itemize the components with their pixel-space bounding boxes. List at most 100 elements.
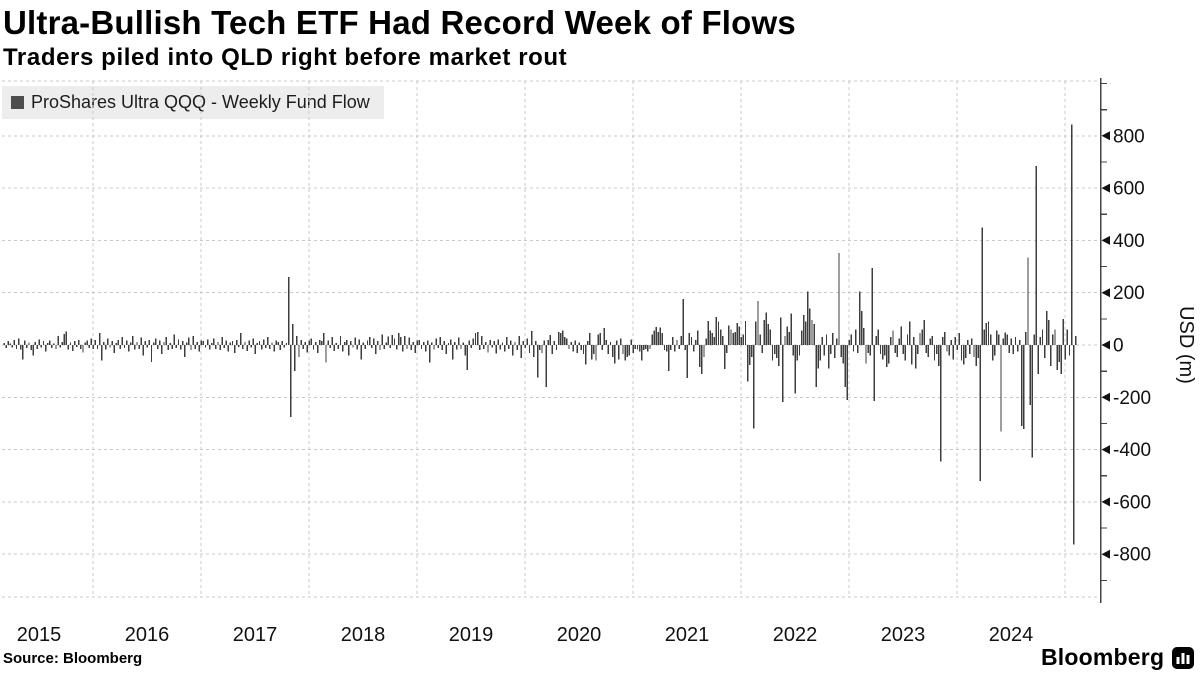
flow-bar <box>1018 339 1021 345</box>
flow-bar <box>898 338 900 345</box>
flow-bar <box>915 345 917 369</box>
flow-bar <box>508 345 510 349</box>
flow-bar <box>618 345 620 360</box>
flow-bar <box>485 341 487 345</box>
flow-bar <box>186 342 188 345</box>
flow-bar <box>1027 257 1029 345</box>
flow-bar <box>599 333 601 345</box>
flow-bar <box>1021 345 1023 427</box>
flow-bar <box>744 320 747 345</box>
flow-bar <box>975 345 977 366</box>
flow-bar <box>292 324 294 345</box>
flow-bar <box>497 339 500 345</box>
flow-bar <box>422 341 425 345</box>
flow-bar <box>410 345 412 351</box>
flow-bar <box>323 332 325 345</box>
flow-bar <box>1066 329 1069 345</box>
flow-bar <box>991 345 994 361</box>
flow-bar <box>19 345 22 350</box>
flow-bar <box>115 342 117 345</box>
x-tick-label: 2017 <box>233 624 278 646</box>
flow-bar <box>431 342 433 345</box>
flow-bar <box>71 345 74 351</box>
flow-bar <box>88 345 90 349</box>
flow-bar <box>34 341 36 345</box>
flow-bar <box>329 345 331 349</box>
flow-bar <box>464 345 466 356</box>
flow-bar <box>171 345 173 349</box>
flow-bar <box>138 345 140 349</box>
flow-bar <box>233 345 236 353</box>
flow-bar <box>532 345 535 357</box>
flow-bar <box>528 345 531 353</box>
flow-bar <box>78 339 80 345</box>
flow-bar <box>142 345 144 356</box>
flow-bar <box>57 335 59 345</box>
flow-bar <box>32 345 34 356</box>
flow-bar <box>869 345 871 356</box>
flow-bar <box>300 339 302 345</box>
flow-bar <box>146 345 149 348</box>
flow-bar <box>53 343 55 345</box>
flow-bar <box>393 338 396 345</box>
flow-bar <box>13 339 16 345</box>
flow-bar <box>753 345 755 429</box>
flow-bar <box>568 345 570 349</box>
flow-bar <box>439 337 441 345</box>
flow-bar <box>283 345 286 348</box>
flow-bar <box>304 341 306 345</box>
flow-bar <box>105 345 107 350</box>
flow-bar <box>383 345 385 349</box>
flow-bar <box>962 345 965 365</box>
flow-bar <box>437 345 439 349</box>
flow-bar <box>971 338 973 345</box>
bloomberg-wordmark: Bloomberg <box>1041 644 1165 670</box>
flow-bar <box>125 340 128 345</box>
flow-bar <box>861 311 863 345</box>
flow-bar <box>121 337 124 345</box>
flow-bar <box>287 277 290 345</box>
flow-bar <box>537 345 539 378</box>
flow-bar <box>996 330 998 345</box>
flow-bar <box>682 298 684 345</box>
flow-bar <box>886 345 888 368</box>
flow-bar <box>655 326 657 345</box>
flow-bar <box>46 342 49 345</box>
flow-bar <box>90 338 92 345</box>
flow-bar <box>670 345 672 351</box>
flow-bar <box>981 227 983 345</box>
flow-bar <box>551 345 554 355</box>
flow-bar <box>429 345 431 363</box>
flow-bar <box>790 313 792 345</box>
flow-bar <box>327 340 329 345</box>
flow-bar <box>584 345 587 365</box>
flow-bar <box>875 335 878 345</box>
flow-bar <box>921 329 923 345</box>
flow-bar <box>888 345 890 364</box>
flow-bar <box>624 345 626 361</box>
flow-bar <box>512 345 514 356</box>
flow-bar <box>11 345 14 348</box>
flow-bar <box>794 345 797 394</box>
flow-bar <box>416 340 419 345</box>
flow-bar <box>273 345 275 352</box>
flow-bar <box>281 341 284 345</box>
flow-bar <box>823 345 826 356</box>
flow-bar <box>929 338 932 345</box>
flow-bar <box>724 345 726 370</box>
flow-bar <box>150 345 153 362</box>
flow-bar <box>441 345 443 351</box>
flow-bar <box>458 337 460 345</box>
flow-bar <box>852 345 855 352</box>
flow-bar <box>223 345 225 349</box>
flow-bar <box>132 335 134 345</box>
flow-bar <box>200 340 203 345</box>
flow-bar <box>1002 338 1004 345</box>
flow-bar <box>771 345 774 361</box>
flow-bar <box>605 339 608 345</box>
y-tick-label: -800 <box>1113 545 1151 566</box>
flow-bar <box>22 345 24 360</box>
flow-bar <box>40 345 43 348</box>
flow-bar <box>190 345 192 351</box>
flow-bar <box>748 345 751 366</box>
